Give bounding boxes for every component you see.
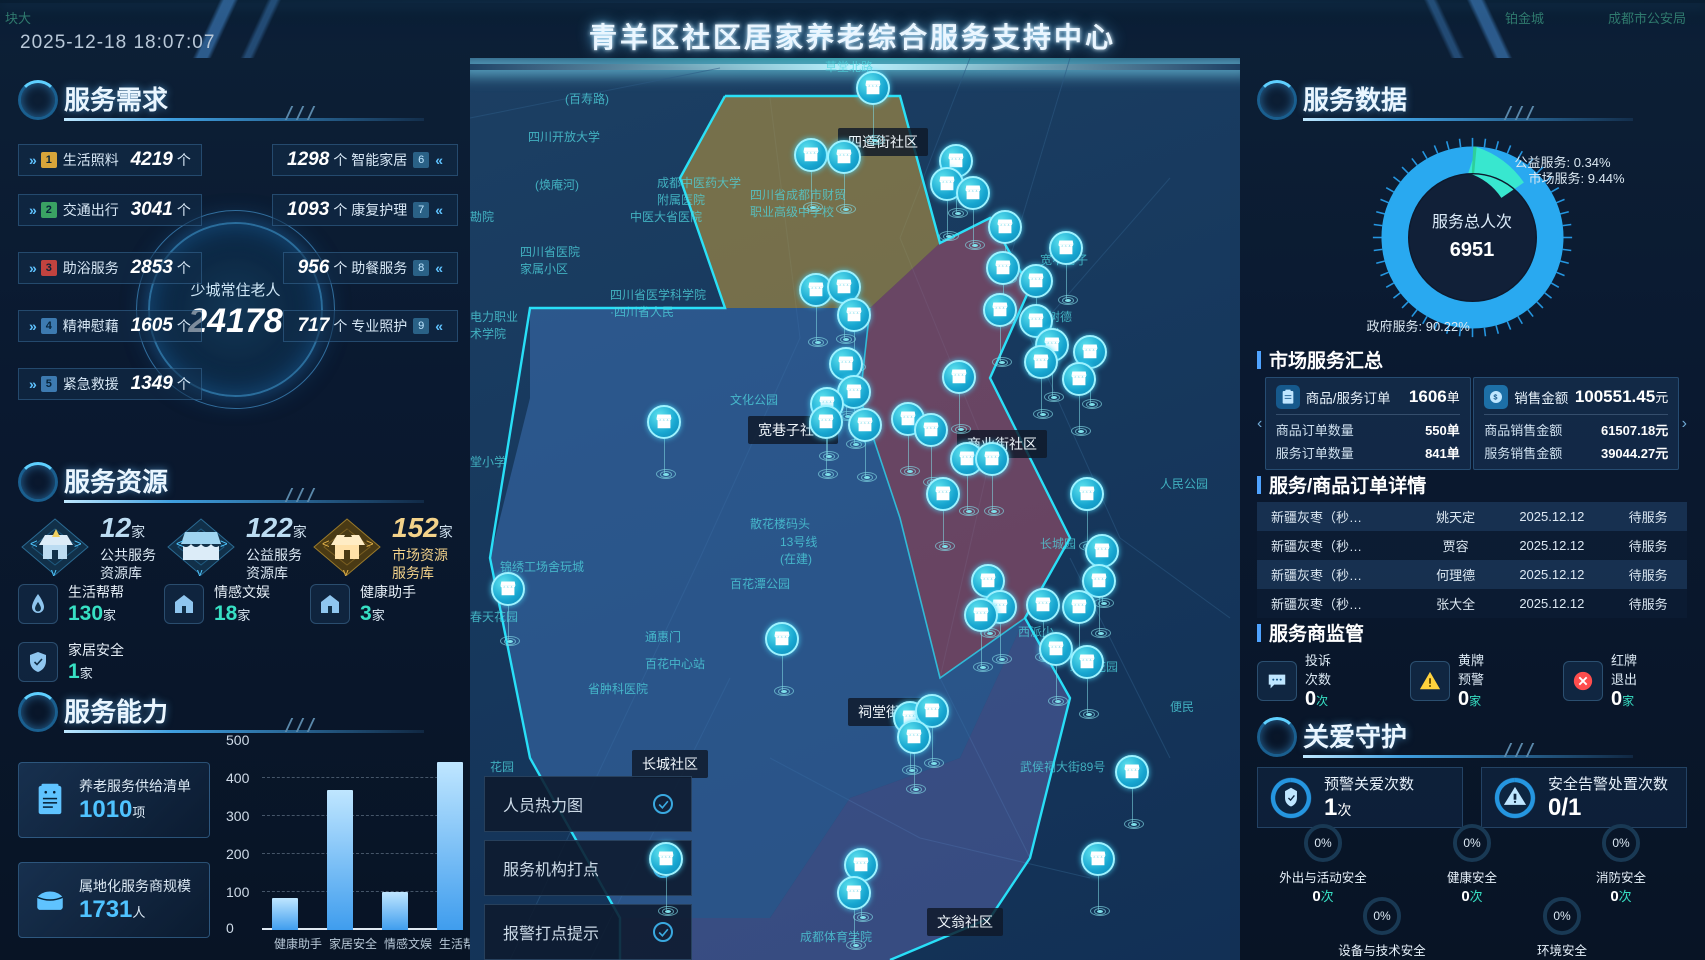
svg-text:v: v — [51, 567, 57, 579]
svg-text:v: v — [343, 567, 349, 579]
svg-text:v: v — [197, 567, 203, 579]
svg-text:>: > — [74, 536, 82, 551]
svg-text:$: $ — [1494, 393, 1498, 402]
svg-text:<: < — [176, 536, 184, 551]
svg-text:>: > — [366, 536, 374, 551]
svg-text:<: < — [30, 536, 38, 551]
svg-text:>: > — [220, 536, 228, 551]
svg-text:<: < — [322, 536, 330, 551]
